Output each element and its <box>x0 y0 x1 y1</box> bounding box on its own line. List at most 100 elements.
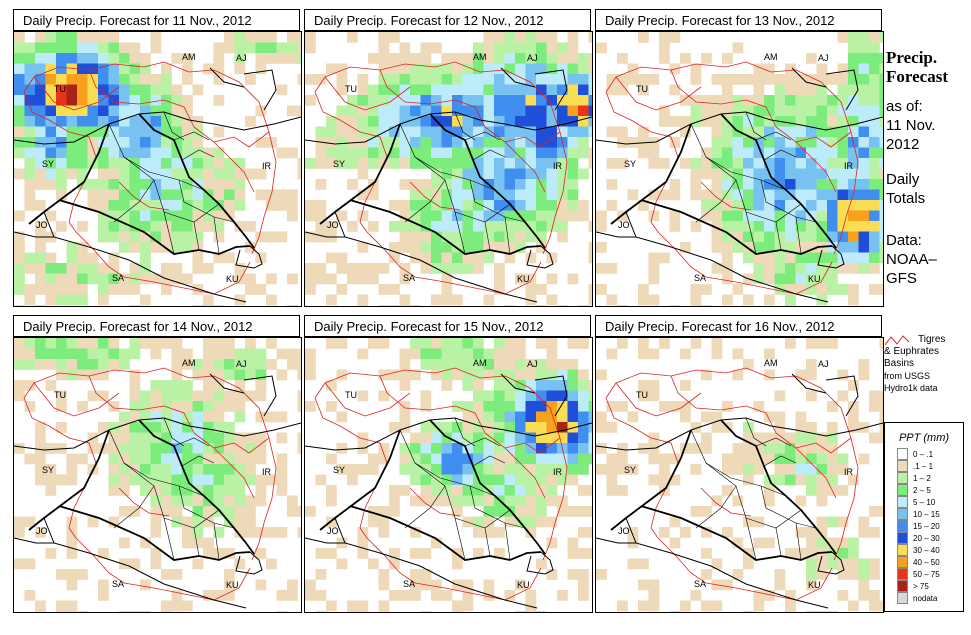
precip-cell <box>785 474 796 486</box>
country-label: IR <box>553 467 563 477</box>
precip-cell <box>161 231 172 243</box>
precip-cell <box>816 284 828 295</box>
precip-cell <box>171 390 183 402</box>
precip-cell <box>567 474 579 486</box>
precip-cell <box>98 273 109 285</box>
precip-cell <box>473 231 484 243</box>
precip-cell <box>869 95 880 106</box>
precip-cell <box>150 348 162 360</box>
country-label: IR <box>553 161 563 171</box>
border-line <box>14 417 301 451</box>
precip-cell <box>203 210 214 222</box>
precip-cell <box>24 84 36 96</box>
precip-cell <box>305 348 316 360</box>
precip-cell <box>315 221 327 232</box>
precip-cell <box>483 401 495 412</box>
panel-title: Daily Precip. Forecast for 13 Nov., 2012 <box>595 9 882 31</box>
precip-cell <box>305 369 316 381</box>
precip-cell <box>441 590 453 601</box>
precip-cell <box>389 422 400 433</box>
precip-cell <box>869 231 880 243</box>
country-label: JO <box>618 526 630 536</box>
precip-cell <box>504 210 516 222</box>
precip-cell <box>669 84 681 96</box>
precip-cell <box>827 537 838 549</box>
precip-cell <box>690 63 702 75</box>
precip-cell <box>276 369 288 381</box>
precip-cell <box>182 105 193 117</box>
precip-cell <box>816 516 828 528</box>
country-borders <box>305 67 592 303</box>
precip-cell <box>129 116 141 127</box>
precip-cell <box>774 147 786 159</box>
precip-cell <box>452 189 463 201</box>
precip-cell <box>171 359 183 370</box>
precip-cell <box>410 126 421 138</box>
precip-cell <box>224 432 235 444</box>
precip-cell <box>171 485 183 496</box>
basin-line1: Tigres <box>918 334 946 345</box>
precip-cell <box>108 252 120 264</box>
precip-cell <box>483 74 495 85</box>
precip-cell <box>462 189 474 201</box>
precip-cell <box>578 126 589 138</box>
precip-cell <box>389 252 400 264</box>
precip-cell <box>150 527 162 538</box>
precip-cell <box>66 579 78 591</box>
precip-cell <box>87 179 99 190</box>
precip-cell <box>297 32 301 43</box>
precip-cell <box>515 231 526 243</box>
precip-cell <box>171 231 183 243</box>
legend-swatch <box>897 448 908 460</box>
precip-cell <box>378 105 390 117</box>
precip-cell <box>399 273 411 285</box>
precip-cell <box>473 189 484 201</box>
province-line <box>178 179 235 223</box>
side-daily: Daily Totals <box>886 170 925 208</box>
precip-cell <box>816 527 828 538</box>
precip-cell <box>66 252 78 264</box>
precip-cell <box>606 422 618 433</box>
precip-cell <box>24 401 36 412</box>
basin-line <box>75 231 251 295</box>
precip-cell <box>192 263 204 274</box>
precip-cell <box>567 273 579 285</box>
precip-cell <box>224 168 235 180</box>
precip-cell <box>150 74 162 85</box>
precip-cell <box>129 558 141 570</box>
precip-cell <box>420 137 432 148</box>
precip-cell <box>192 221 204 232</box>
precip-cell <box>753 63 765 75</box>
precip-cell <box>753 179 765 190</box>
precip-cell <box>255 252 267 264</box>
precip-cell <box>66 569 78 580</box>
precip-cell <box>827 558 838 570</box>
precip-cell <box>213 221 225 232</box>
precip-cell <box>669 611 681 612</box>
precip-cell <box>462 210 474 222</box>
precip-cell <box>24 380 36 391</box>
precip-cell <box>588 221 592 232</box>
precip-cell <box>234 506 246 517</box>
precip-cell <box>617 401 628 412</box>
precip-cell <box>827 95 838 106</box>
precip-cell <box>858 84 870 96</box>
precip-cell <box>515 84 526 96</box>
precip-cell <box>14 273 25 285</box>
precip-cell <box>743 200 754 211</box>
precip-cell <box>596 284 607 295</box>
precip-cell <box>690 221 702 232</box>
precip-cell <box>182 527 193 538</box>
precip-cell <box>441 464 453 475</box>
precip-cell <box>368 273 379 285</box>
precip-cell <box>431 126 442 138</box>
precip-cell <box>56 63 67 75</box>
precip-cell <box>711 263 723 274</box>
asof-label: as of: <box>886 98 923 115</box>
border-line <box>534 375 568 417</box>
precip-cell <box>24 590 36 601</box>
precip-cell <box>192 200 204 211</box>
precip-cell <box>305 158 316 169</box>
precip-cell <box>452 474 463 486</box>
precip-cell <box>515 348 526 360</box>
